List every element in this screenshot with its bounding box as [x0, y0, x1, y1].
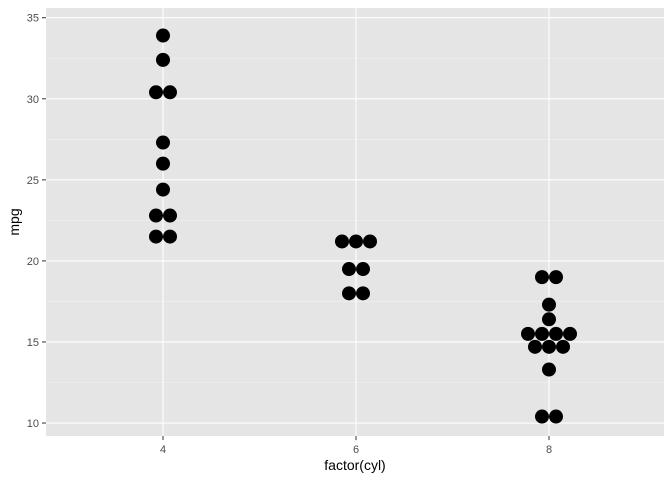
- data-point: [535, 409, 549, 424]
- data-point: [542, 362, 556, 377]
- y-axis-title: mpg: [6, 208, 22, 235]
- data-point: [149, 229, 163, 244]
- data-point: [349, 234, 363, 249]
- data-point: [535, 326, 549, 341]
- data-point: [556, 339, 570, 354]
- data-point: [156, 28, 170, 43]
- x-tick-label: 6: [353, 444, 359, 456]
- y-tick-label: 10: [27, 418, 39, 430]
- x-axis: 4 6 8: [160, 436, 552, 456]
- minor-gridlines: [46, 57, 664, 383]
- y-tick-label: 20: [27, 256, 39, 268]
- data-point: [356, 262, 370, 277]
- data-point: [542, 339, 556, 354]
- data-point: [542, 297, 556, 312]
- data-point: [363, 234, 377, 249]
- data-point: [342, 262, 356, 277]
- data-point: [163, 85, 177, 100]
- x-tick-label: 8: [546, 444, 552, 456]
- data-point: [549, 409, 563, 424]
- data-point: [163, 208, 177, 223]
- data-point: [156, 52, 170, 67]
- data-point: [356, 286, 370, 301]
- data-point: [149, 85, 163, 100]
- data-point: [149, 208, 163, 223]
- data-point: [563, 326, 577, 341]
- x-tick-label: 4: [160, 444, 166, 456]
- data-point: [542, 312, 556, 327]
- data-point: [342, 286, 356, 301]
- data-point: [549, 326, 563, 341]
- y-tick-label: 30: [27, 94, 39, 106]
- plot-panel: [46, 8, 664, 436]
- y-tick-label: 35: [27, 13, 39, 25]
- x-axis-title: factor(cyl): [324, 457, 385, 473]
- data-point: [335, 234, 349, 249]
- data-point: [549, 270, 563, 285]
- data-point: [535, 270, 549, 285]
- data-point: [156, 182, 170, 197]
- y-tick-label: 25: [27, 175, 39, 187]
- data-points: [149, 28, 577, 424]
- data-point: [528, 339, 542, 354]
- y-tick-label: 15: [27, 337, 39, 349]
- data-point: [156, 135, 170, 150]
- data-point: [521, 326, 535, 341]
- data-point: [156, 156, 170, 171]
- data-point: [163, 229, 177, 244]
- y-axis: 10 15 20 25 30 35: [27, 13, 46, 430]
